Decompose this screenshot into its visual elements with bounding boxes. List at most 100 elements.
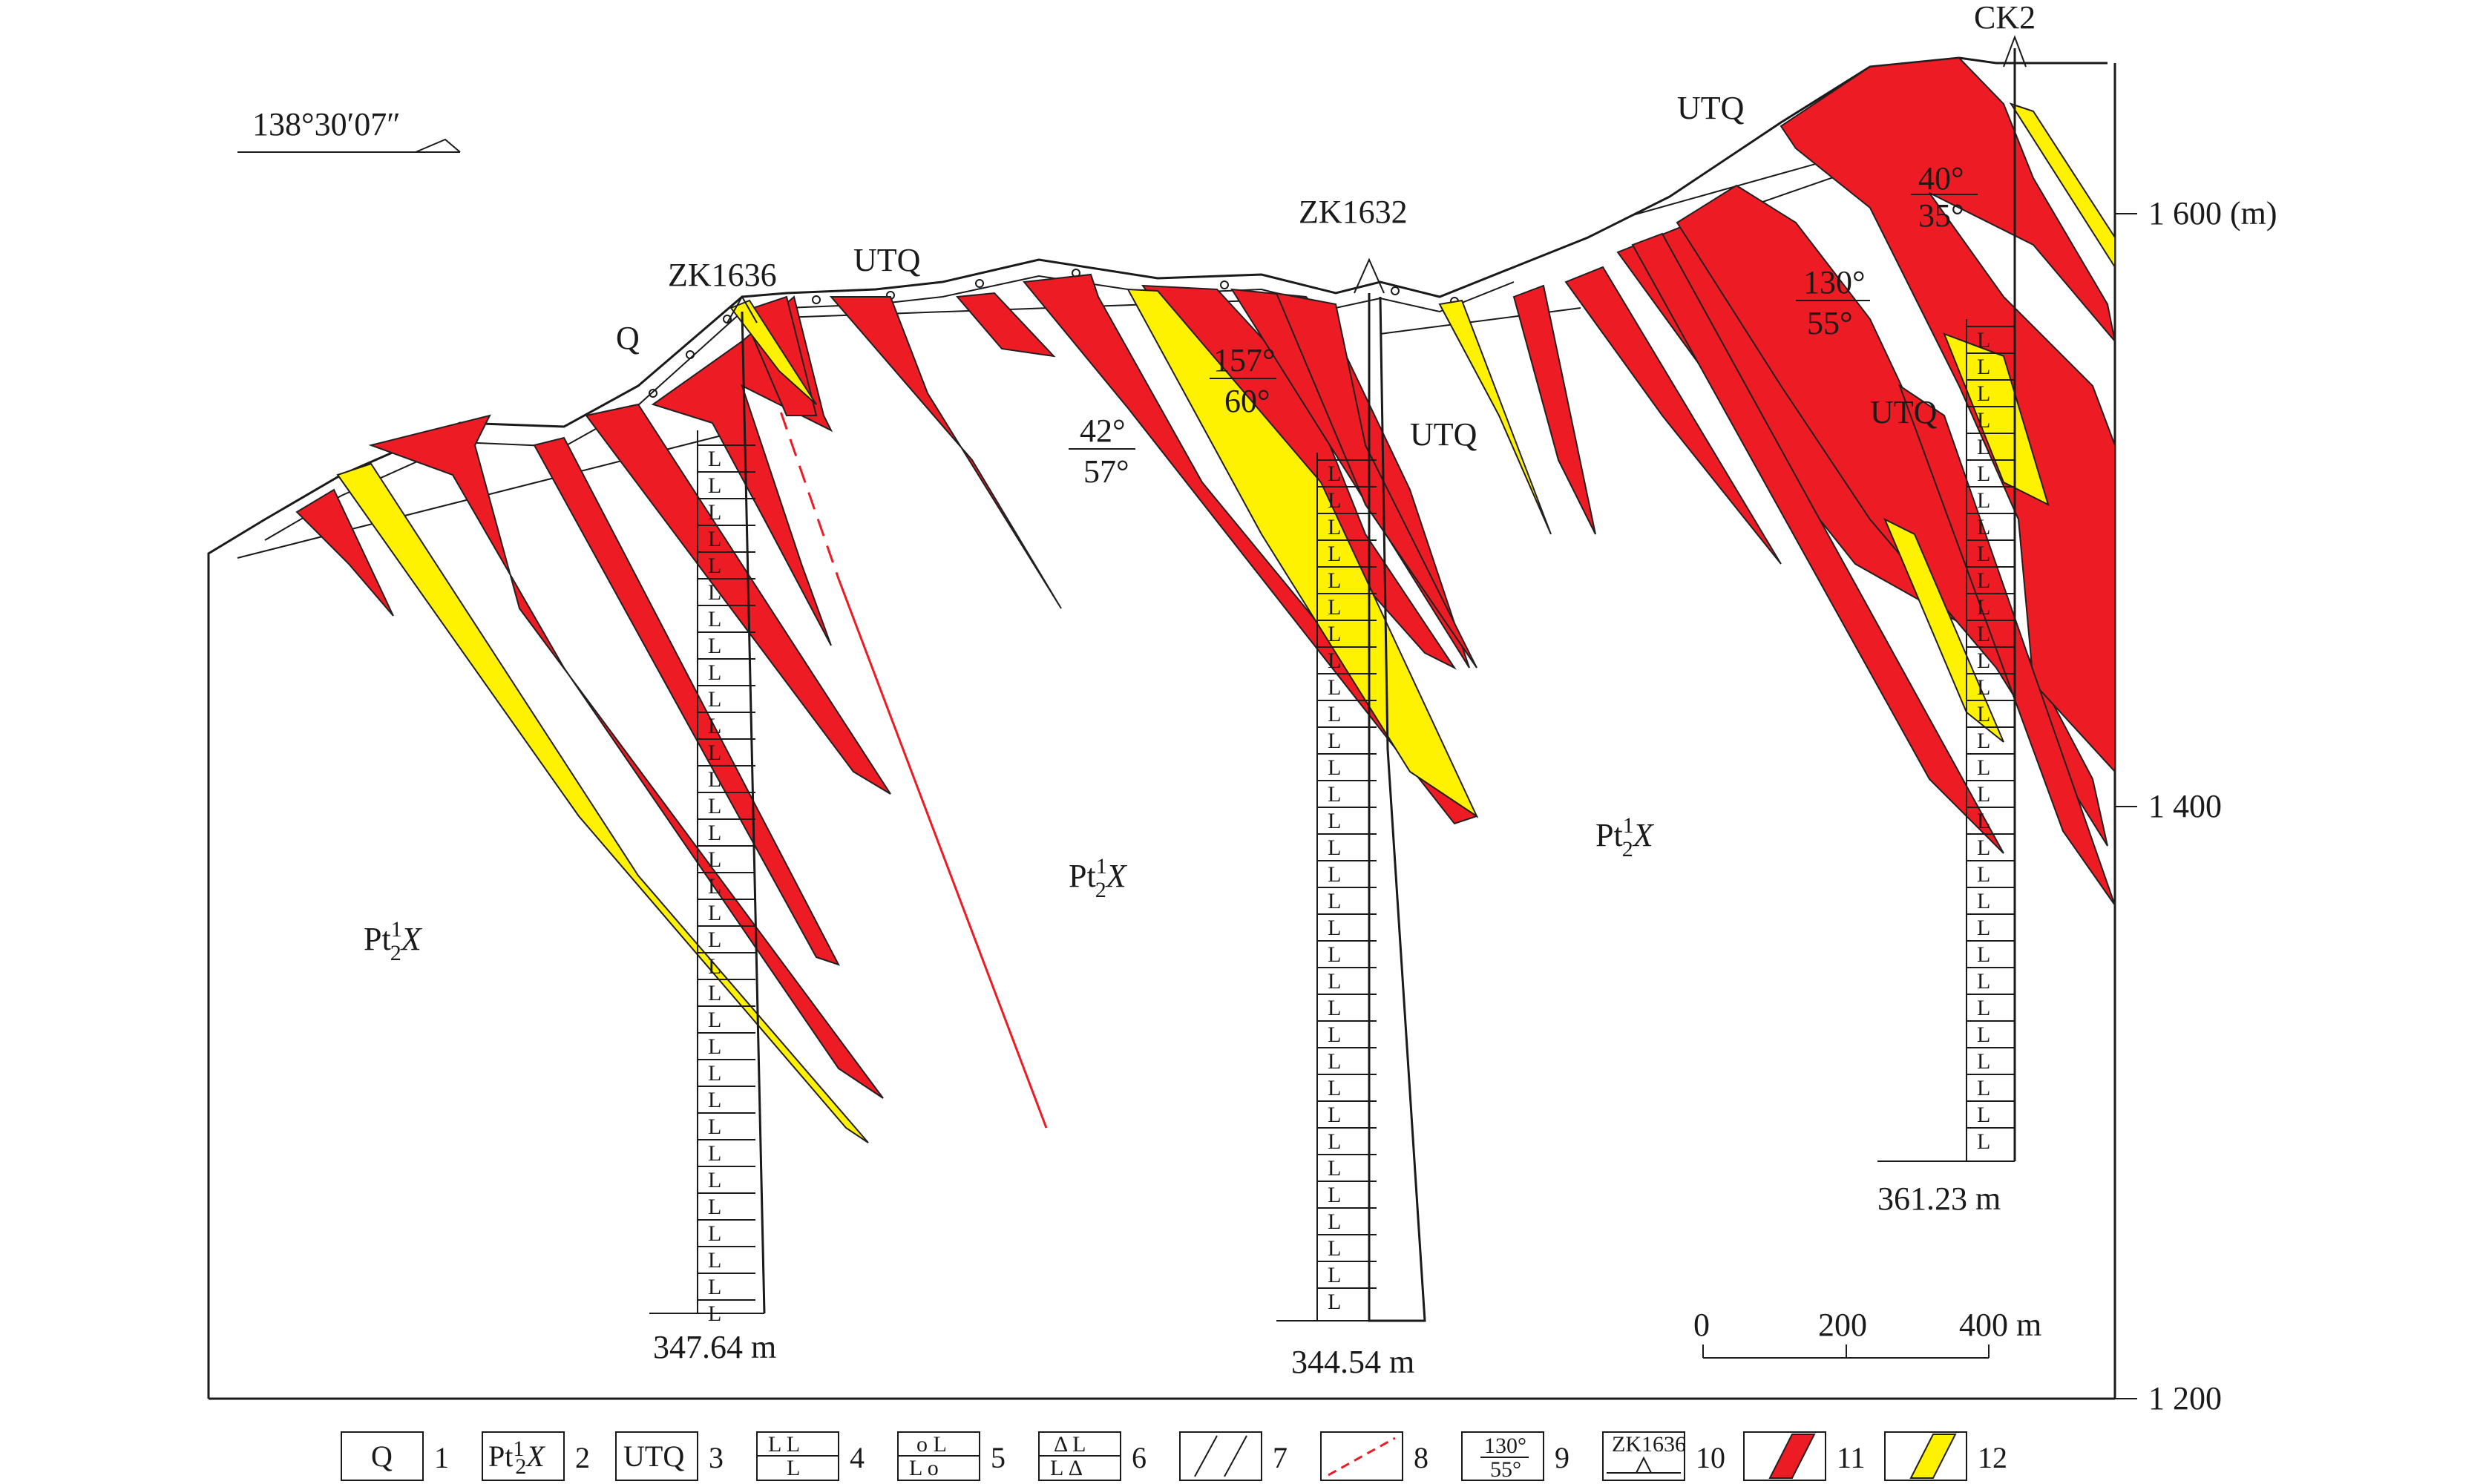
- svg-text:7: 7: [1273, 1441, 1288, 1474]
- lithology-glyph: L: [1328, 1103, 1341, 1127]
- red-orebody: [1512, 284, 1596, 535]
- lithology-glyph: L: [1977, 755, 1990, 780]
- red-orebody: [955, 292, 1056, 358]
- lithology-glyph: L: [1328, 755, 1341, 780]
- yellow-orebody: [1438, 299, 1552, 535]
- red-orebody: [295, 488, 394, 617]
- yellow-orebody: [336, 462, 869, 1143]
- svg-text:157°: 157°: [1213, 342, 1276, 378]
- svg-text:35°: 35°: [1918, 197, 1964, 234]
- red-orebody: [1631, 232, 2004, 854]
- lithology-glyph: L: [1328, 1129, 1341, 1154]
- utq-label: UTQ: [853, 242, 921, 278]
- yellow-orebody: [2009, 102, 2116, 270]
- lithology-glyph: L: [708, 874, 721, 899]
- svg-text:6: 6: [1132, 1441, 1147, 1474]
- lithology-glyph: L: [1977, 996, 1990, 1020]
- lithology-glyph: L: [1328, 862, 1341, 887]
- svg-text:200: 200: [1818, 1307, 1867, 1343]
- lithology-glyph: L: [1977, 435, 1990, 459]
- red-orebody: [1676, 184, 2108, 847]
- lithology-glyph: L: [708, 794, 721, 818]
- lithology-glyph: L: [1328, 969, 1341, 994]
- elevation-tick-label: 1 400: [2148, 788, 2222, 824]
- svg-text:2: 2: [575, 1441, 590, 1474]
- svg-text:5: 5: [991, 1441, 1006, 1474]
- formation-label: Pt1 2X: [1595, 813, 1655, 861]
- lithology-glyph: L: [1977, 1129, 1990, 1154]
- red-orebody: [829, 296, 1062, 609]
- scale-bar: 0 200 400 m: [1693, 1307, 2041, 1359]
- lithology-glyph: L: [708, 1248, 721, 1273]
- svg-text:L Δ: L Δ: [1050, 1456, 1083, 1480]
- lithology-glyph: L: [708, 447, 721, 471]
- lithology-glyph: L: [1328, 1236, 1341, 1261]
- svg-text:L L: L L: [768, 1432, 800, 1457]
- red-orebody: [1780, 56, 2116, 774]
- lithology-glyph: L: [1977, 328, 1990, 352]
- lithology-glyph: L: [708, 1061, 721, 1086]
- svg-text:130°: 130°: [1484, 1434, 1526, 1458]
- attitude-label: 40° 35°: [1911, 160, 1978, 234]
- formation-label: Pt1 2X: [1069, 854, 1128, 902]
- svg-text:Δ L: Δ L: [1054, 1432, 1086, 1457]
- section-labels: 138°30′07″ ZK1636 ZK1632 CK2 347.64 m 34…: [237, 0, 2036, 1380]
- lithology-glyph: L: [1328, 1049, 1341, 1074]
- lithology-glyph: L: [1328, 702, 1341, 726]
- lithology-glyph: L: [1977, 649, 1990, 673]
- elevation-tick-label: 1 200: [2148, 1380, 2222, 1416]
- lithology-glyph: L: [1977, 622, 1990, 646]
- svg-text:60°: 60°: [1224, 383, 1270, 419]
- lithology-glyph: L: [708, 634, 721, 658]
- lithology-glyph: L: [1328, 595, 1341, 620]
- lithology-glyph: L: [1328, 782, 1341, 807]
- lithology-glyph: L: [708, 660, 721, 685]
- lithology-glyph: L: [1328, 729, 1341, 753]
- lithology-glyph: L: [1977, 862, 1990, 887]
- lithology-glyph: L: [1328, 996, 1341, 1020]
- lithology-glyph: L: [708, 1301, 721, 1326]
- lithology-glyph: L: [1977, 462, 1990, 486]
- lithology-glyph: L: [1977, 515, 1990, 539]
- lithology-ticks: LLLLLLLLLLLLLLLLLLLLLLLLLLLLLLLLLLLLLLLL…: [698, 326, 2015, 1326]
- lithology-glyph: L: [1328, 1183, 1341, 1207]
- lithology-glyph: L: [1977, 675, 1990, 700]
- red-orebody: [368, 414, 884, 1099]
- lithology-glyph: L: [708, 687, 721, 712]
- svg-text:4: 4: [850, 1441, 865, 1474]
- yellow-orebody: [1883, 517, 2004, 743]
- lithology-glyph: L: [1977, 729, 1990, 753]
- svg-text:3: 3: [709, 1441, 724, 1474]
- borehole-label-zk1636: ZK1636: [668, 257, 777, 293]
- lithology-glyph: L: [708, 954, 721, 979]
- lithology-glyph: L: [1977, 969, 1990, 994]
- lithology-glyph: L: [1977, 1076, 1990, 1100]
- lithology-glyph: L: [708, 1195, 721, 1219]
- lithology-glyph: L: [708, 580, 721, 605]
- lithology-glyph: L: [1328, 942, 1341, 967]
- borehole-depth-ck2: 361.23 m: [1877, 1181, 2001, 1217]
- lithology-glyph: L: [708, 1008, 721, 1032]
- lithology-glyph: L: [1977, 1103, 1990, 1127]
- svg-text:42°: 42°: [1080, 413, 1126, 449]
- yellow-orebody: [1126, 288, 1479, 818]
- elevation-axis: 1 600 (m) 1 400 1 200: [2115, 195, 2277, 1416]
- lithology-glyph: L: [1328, 675, 1341, 700]
- lithology-glyph: L: [1328, 1156, 1341, 1181]
- lithology-glyph: L: [708, 1275, 721, 1299]
- lithology-glyph: L: [1977, 568, 1990, 593]
- lithology-glyph: L: [1977, 488, 1990, 513]
- lithology-glyph: L: [1328, 916, 1341, 940]
- lithology-glyph: L: [708, 767, 721, 792]
- legend: Q 1 Pt1 2X 2 UTQ 3 L L L 4 o L L o 5 Δ L …: [341, 1431, 2007, 1482]
- lithology-glyph: L: [1328, 1022, 1341, 1047]
- red-orebody: [1564, 266, 1782, 565]
- red-orebody: [1275, 292, 1477, 669]
- svg-text:o L: o L: [916, 1432, 947, 1457]
- svg-text:55°: 55°: [1807, 305, 1853, 341]
- red-orebody: [533, 436, 841, 966]
- lithology-glyph: L: [1977, 809, 1990, 833]
